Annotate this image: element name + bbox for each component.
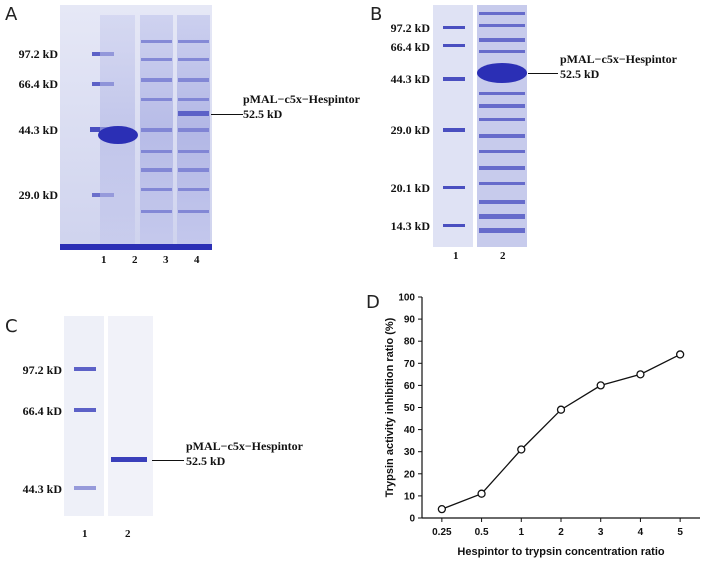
data-point bbox=[675, 350, 685, 359]
panel-a-lane-4: 4 bbox=[194, 254, 200, 266]
y-tick-label: 30 bbox=[404, 447, 416, 458]
panel-b-marker-14: 14.3 kD bbox=[390, 219, 430, 233]
y-tick-label: 0 bbox=[409, 514, 415, 525]
y-tick-label: 10 bbox=[404, 491, 416, 502]
panel-c-lane-1: 1 bbox=[82, 528, 88, 540]
panel-a-lane-3: 3 bbox=[163, 254, 169, 266]
data-point bbox=[437, 505, 447, 514]
data-point bbox=[556, 405, 566, 414]
panel-c-marker-97: 97.2 kD bbox=[22, 363, 62, 377]
panel-b-callout-size: 52.5 kD bbox=[560, 67, 600, 81]
x-tick-label: 0.25 bbox=[432, 527, 452, 538]
panel-a-callout-line bbox=[211, 114, 243, 115]
data-point bbox=[477, 489, 486, 498]
panel-b-callout-line bbox=[528, 73, 558, 74]
series-line bbox=[441, 353, 681, 510]
data-point bbox=[596, 381, 605, 390]
panel-b-callout-name: pMAL−c5x−Hespintor bbox=[560, 52, 678, 66]
x-axis-label: Hespintor to trypsin concentration ratio bbox=[457, 546, 664, 558]
x-tick-label: 2 bbox=[558, 527, 564, 538]
panel-c-callout-line bbox=[152, 460, 184, 461]
y-tick-label: 60 bbox=[404, 381, 416, 392]
data-point bbox=[517, 445, 526, 454]
panel-c-callout-size: 52.5 kD bbox=[186, 454, 226, 468]
x-tick-label: 1 bbox=[519, 527, 525, 538]
panel-b-lane-1: 1 bbox=[453, 250, 459, 262]
panel-b-marker-20: 20.1 kD bbox=[390, 181, 430, 195]
panel-c-marker-44: 44.3 kD bbox=[22, 482, 62, 496]
x-tick-label: 5 bbox=[677, 527, 683, 538]
data-point bbox=[636, 370, 645, 379]
x-tick-label: 4 bbox=[638, 527, 644, 538]
panel-a-letter: A bbox=[5, 4, 18, 25]
panel-b-marker-29: 29.0 kD bbox=[390, 123, 430, 137]
panel-a-marker-44: 44.3 kD bbox=[18, 123, 58, 137]
y-tick-label: 50 bbox=[404, 403, 416, 414]
panel-c-letter: C bbox=[5, 316, 18, 337]
panel-d-letter: D bbox=[366, 292, 380, 313]
panel-c-lane-2: 2 bbox=[125, 528, 131, 540]
y-tick-label: 90 bbox=[404, 315, 416, 326]
y-tick-label: 20 bbox=[404, 469, 416, 480]
y-tick-label: 40 bbox=[404, 425, 416, 436]
y-tick-label: 100 bbox=[398, 293, 415, 304]
panel-b-marker-44: 44.3 kD bbox=[390, 72, 430, 86]
y-tick-label: 80 bbox=[404, 337, 416, 348]
panel-a-marker-66: 66.4 kD bbox=[18, 77, 58, 91]
panel-a-callout-name: pMAL−c5x−Hespintor bbox=[243, 92, 361, 106]
panel-a-lane-2: 2 bbox=[132, 254, 138, 266]
panel-b-marker-66: 66.4 kD bbox=[390, 40, 430, 54]
panel-b-marker-97: 97.2 kD bbox=[390, 21, 430, 35]
x-tick-label: 0.5 bbox=[475, 527, 489, 538]
panel-c-marker-66: 66.4 kD bbox=[22, 404, 62, 418]
panel-a-callout-size: 52.5 kD bbox=[243, 107, 283, 121]
x-tick-label: 3 bbox=[598, 527, 604, 538]
panel-a-lane-1: 1 bbox=[101, 254, 107, 266]
y-tick-label: 70 bbox=[404, 359, 416, 370]
panel-b-lane-2: 2 bbox=[500, 250, 506, 262]
panel-a-marker-97: 97.2 kD bbox=[18, 47, 58, 61]
panel-c-callout-name: pMAL−c5x−Hespintor bbox=[186, 439, 304, 453]
y-axis-label: Trypsin activity inhibition ratio (%) bbox=[384, 317, 396, 497]
panel-a-marker-29: 29.0 kD bbox=[18, 188, 58, 202]
panel-b-letter: B bbox=[370, 4, 383, 25]
